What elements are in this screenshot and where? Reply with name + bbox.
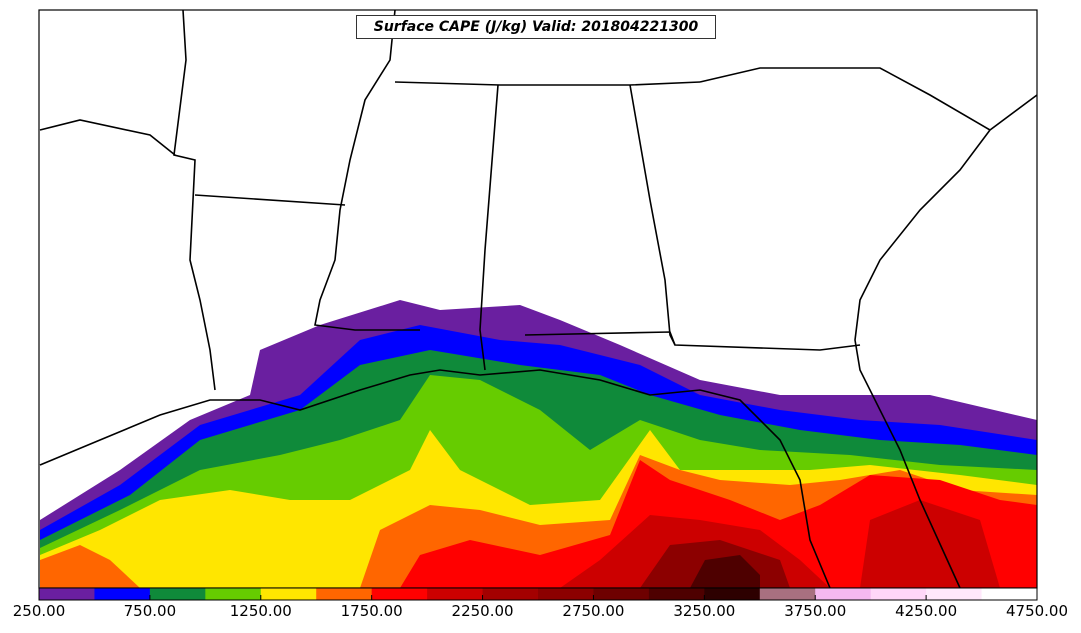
colorbar-swatch [94, 588, 151, 600]
colorbar-tick-label: 1250.00 [229, 602, 292, 620]
alabama-georgia-line [629, 84, 676, 346]
colorbar-tick-label: 750.00 [123, 602, 177, 620]
colorbar-swatch [704, 588, 761, 600]
colorbar [38, 587, 1038, 601]
cape-field [40, 300, 1037, 588]
colorbar-swatch [593, 588, 650, 600]
colorbar-swatch [316, 588, 373, 600]
cape-band-1750 [40, 545, 140, 588]
tennessee-south-border [394, 81, 701, 86]
colorbar-swatch [371, 588, 428, 600]
colorbar-tick-label: 1750.00 [340, 602, 403, 620]
colorbar-tick-label: 2750.00 [562, 602, 625, 620]
atlantic-coast [854, 94, 1038, 589]
colorbar-swatch [260, 588, 317, 600]
boundaries [39, 9, 1038, 589]
colorbar-swatch [427, 588, 484, 600]
colorbar-swatch [205, 588, 262, 600]
colorbar-tick-label: 3750.00 [784, 602, 847, 620]
colorbar-swatch [926, 588, 983, 600]
texas-coast-upper [39, 119, 176, 156]
cape-band-2250b [860, 500, 1000, 588]
cape-band-3250 [690, 555, 760, 588]
georgia-carolina-border [699, 67, 991, 131]
mississippi-alabama-line [479, 84, 499, 371]
colorbar-outline [38, 587, 1038, 601]
texas-arkansas-line [173, 9, 216, 391]
colorbar-swatch [981, 588, 1038, 600]
colorbar-tick-label: 4250.00 [895, 602, 958, 620]
colorbar-swatch [39, 588, 95, 600]
colorbar-swatch [538, 588, 594, 600]
colorbar-swatch [149, 588, 206, 600]
colorbar-swatch [648, 588, 705, 600]
mississippi-river [314, 9, 420, 331]
colorbar-swatch [815, 588, 872, 600]
colorbar-tick-label: 250.00 [12, 602, 66, 620]
colorbar-swatch [482, 588, 539, 600]
gulf-coast [39, 369, 831, 589]
florida-panhandle-border [524, 331, 861, 351]
arkansas-south-border [194, 194, 346, 206]
map-title: Surface CAPE (J/kg) Valid: 201804221300 [356, 15, 716, 39]
colorbar-tick-label: 2250.00 [451, 602, 514, 620]
colorbar-tick-label: 3250.00 [673, 602, 736, 620]
colorbar-swatch [759, 588, 816, 600]
colorbar-swatch [870, 588, 927, 600]
colorbar-tick-label: 4750.00 [1005, 602, 1069, 620]
